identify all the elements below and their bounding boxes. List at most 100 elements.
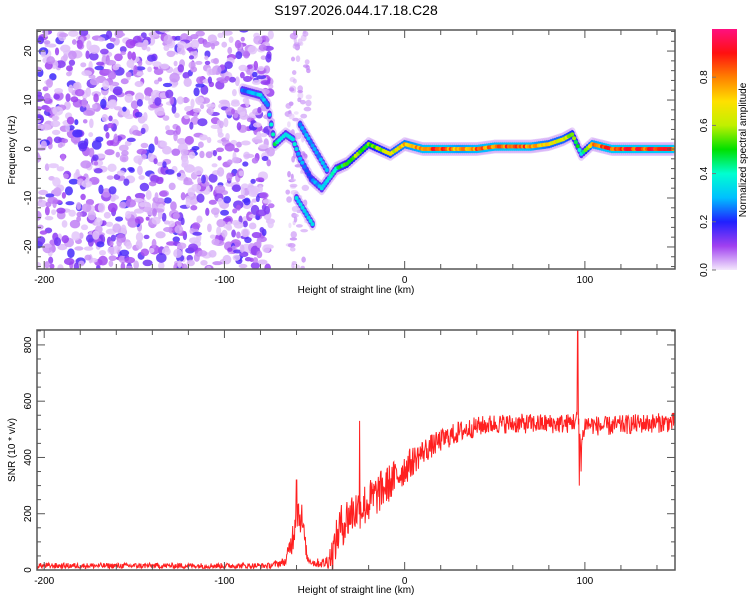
noise-blob [253,35,263,45]
noise-blob [107,202,118,213]
noise-blob [193,87,200,97]
noise-blob [109,240,114,247]
noise-blob [257,185,263,193]
noise-blob [243,153,255,158]
ridge-core [300,160,305,165]
noise-blob [217,32,224,39]
noise-blob [151,216,161,225]
noise-blob [288,222,292,229]
ridge-core [292,142,297,147]
noise-blob [37,210,42,221]
noise-blob [227,221,232,230]
noise-blob [145,189,152,200]
noise-blob [80,62,87,68]
ridge-core [312,147,317,152]
noise-blob [63,173,69,179]
ridge-core [300,126,305,131]
snr-xlabel: Height of straight line (km) [298,585,415,596]
noise-blob [257,65,265,72]
noise-blob [204,55,209,61]
noise-blob [210,207,220,215]
noise-blob [107,71,117,80]
noise-blob [259,192,269,199]
noise-blob [162,115,170,121]
colorbar-ticks: 0.0 0.2 0.4 0.6 0.8 [699,70,716,277]
noise-blob [302,64,309,68]
noise-blob [234,39,242,49]
noise-blob [101,113,109,122]
noise-blob [172,236,180,243]
noise-blob [226,172,233,181]
noise-blob [97,37,106,42]
noise-blob [295,55,301,63]
noise-blob [40,140,47,150]
noise-blob [212,66,217,76]
noise-blob [136,71,144,77]
noise-blob [106,175,114,180]
ridge-core [294,147,299,152]
noise-blob [133,155,144,164]
ridge-core [324,167,329,172]
noise-blob [165,125,170,131]
noise-blob [76,202,82,210]
noise-blob [68,59,76,66]
ridge-core [294,195,299,200]
noise-blob [116,238,123,247]
noise-blob [206,136,212,144]
ridge-core [572,136,577,141]
noise-blob [52,106,64,116]
noise-blob [252,257,259,264]
noise-blob [133,260,140,269]
noise-blob [224,61,233,69]
noise-blob [65,201,75,206]
noise-blob [151,238,157,249]
noise-blob [109,84,114,92]
noise-blob [256,239,262,248]
noise-blob [91,103,98,110]
noise-blob [301,256,306,263]
noise-blob [161,247,171,256]
noise-blob [148,247,155,254]
noise-blob [260,55,267,60]
noise-blob [71,231,81,241]
noise-blob [141,153,147,160]
noise-blob [188,243,199,252]
noise-blob [143,234,150,240]
noise-blob [58,32,69,38]
noise-blob [138,202,147,208]
noise-blob [289,183,298,188]
noise-blob [65,124,70,133]
noise-blob [242,220,248,228]
noise-blob [243,204,251,210]
noise-blob [288,113,295,120]
snr-line [37,330,675,570]
y-tick-label: 0 [23,567,34,573]
noise-blob [232,208,238,214]
noise-blob [128,167,135,173]
noise-blob [172,212,180,220]
ridge-core [577,147,582,152]
noise-blob [171,148,181,156]
noise-blob [122,106,127,112]
noise-blob [134,92,145,102]
noise-blob [119,249,130,257]
noise-blob [60,44,71,53]
noise-blob [243,197,251,206]
noise-blob [289,237,298,241]
noise-blob [208,249,217,258]
noise-blob [252,71,258,78]
noise-blob [184,135,195,145]
snr-axes: -200 -100 0 100 0 200 400 600 800 [23,330,675,587]
noise-blob [66,65,73,72]
noise-blob [239,244,245,253]
noise-blob [216,167,225,177]
noise-blob [134,216,144,224]
noise-blob [291,206,299,212]
noise-blob [177,260,182,268]
noise-blob [257,259,268,265]
noise-blob [141,42,148,51]
noise-blob [40,123,52,131]
noise-blob [89,118,94,129]
noise-blob [189,121,194,130]
noise-blob [207,76,213,84]
